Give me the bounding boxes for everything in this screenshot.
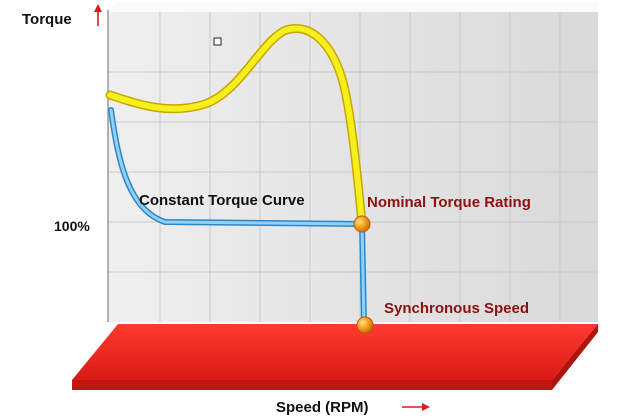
synchronous-speed-label: Synchronous Speed — [384, 300, 529, 317]
cursor-square — [213, 37, 222, 46]
y-axis-title: Torque — [22, 11, 72, 28]
y-axis-arrow-icon — [94, 4, 102, 26]
y-tick-100: 100% — [54, 218, 90, 234]
floor-slab — [72, 324, 598, 390]
constant-torque-label: Constant Torque Curve — [139, 192, 305, 209]
x-axis-title: Speed (RPM) — [276, 399, 369, 416]
yellow-torque-curve — [105, 24, 367, 229]
nominal-rating-marker — [353, 215, 371, 233]
synchronous-speed-marker — [356, 316, 374, 334]
blue-constant-torque-curve — [108, 107, 367, 328]
x-axis-arrow-icon — [402, 403, 430, 411]
nominal-torque-label: Nominal Torque Rating — [367, 194, 531, 211]
